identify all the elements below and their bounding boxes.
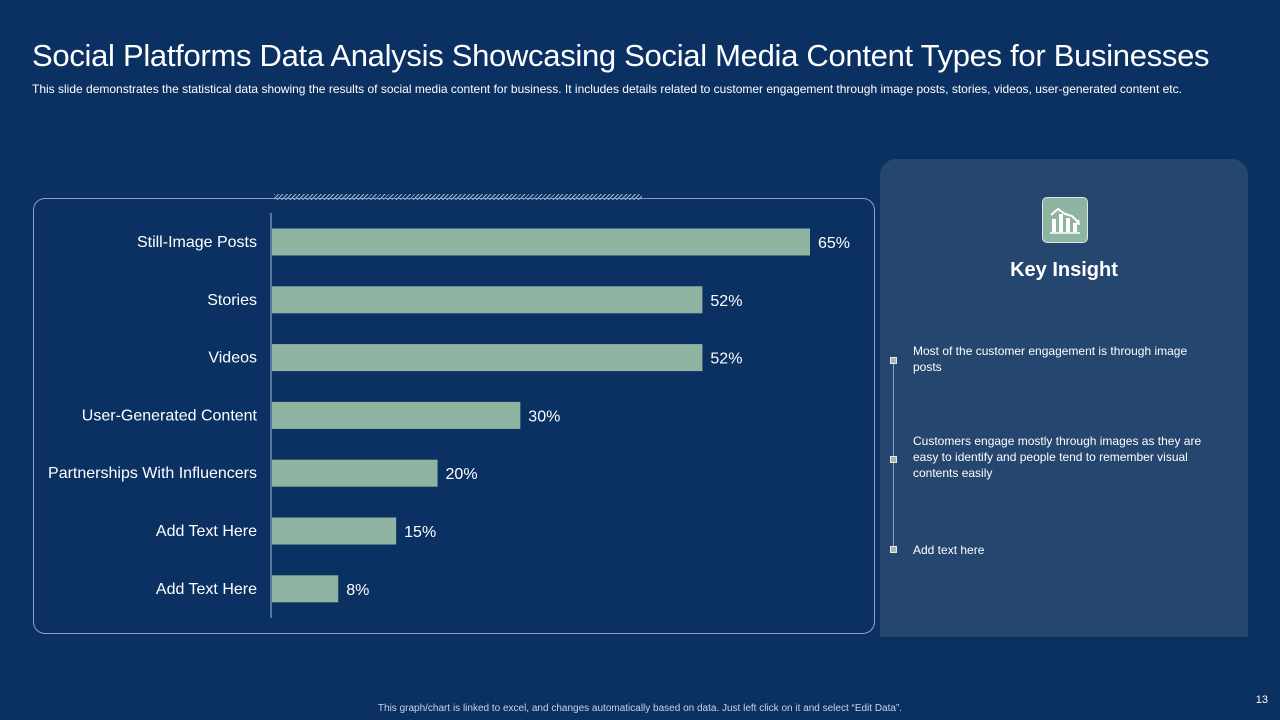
bar-5[interactable] (272, 459, 438, 487)
value-label-7: 8% (346, 582, 369, 599)
value-label-3: 52% (710, 351, 742, 368)
chart-frame (33, 198, 875, 634)
bar-chart[interactable]: Still-Image Posts 65% Stories 52% Videos 52% U… (0, 0, 880, 640)
insight-bullet (890, 546, 897, 553)
category-label-7: Add Text Here (156, 581, 257, 598)
slide-title: Social Platforms Data Analysis Showcasin… (32, 38, 1210, 73)
value-label-6: 15% (404, 524, 436, 541)
category-label-4: User-Generated Content (82, 407, 258, 424)
category-label-2: Stories (207, 292, 257, 309)
bar-3[interactable] (272, 344, 703, 372)
slide-subtitle: This slide demonstrates the statistical … (32, 82, 1182, 96)
bar-6[interactable] (272, 517, 397, 545)
insight-point-2: Customers engage mostly through images a… (913, 434, 1202, 480)
chart-frame-hatch (274, 194, 642, 200)
category-label-5: Partnerships With Influencers (48, 465, 257, 482)
footer-note: This graph/chart is linked to excel, and… (377, 703, 903, 714)
value-label-2: 52% (710, 293, 742, 310)
value-label-1: 65% (818, 235, 850, 252)
insight-bullet (890, 357, 897, 364)
value-label-5: 20% (446, 466, 478, 483)
category-label-1: Still-Image Posts (137, 234, 257, 251)
key-insight-panel: Key Insight Most of the customer engagem… (880, 159, 1248, 637)
insight-timeline (893, 359, 894, 551)
insight-point-1: Most of the customer engagement is throu… (913, 344, 1188, 374)
bar-2[interactable] (272, 286, 703, 314)
insight-bullet (890, 456, 897, 463)
chart-down-icon (1042, 197, 1088, 243)
page-number: 13 (1255, 694, 1268, 706)
bar-1[interactable] (272, 228, 810, 256)
value-label-4: 30% (528, 408, 560, 425)
key-insight-title: Key Insight (1010, 259, 1118, 281)
insight-point-3: Add text here (913, 543, 985, 557)
bar-4[interactable] (272, 401, 521, 429)
bar-7[interactable] (272, 575, 339, 603)
category-label-6: Add Text Here (156, 523, 257, 540)
category-label-3: Videos (208, 350, 257, 367)
